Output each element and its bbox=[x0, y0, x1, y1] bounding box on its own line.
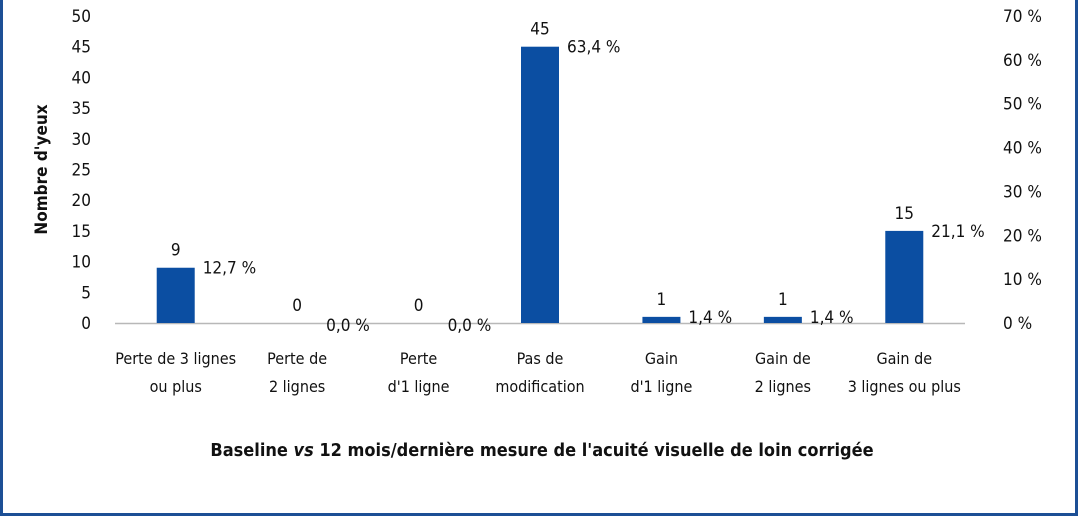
category-label: Gain de bbox=[876, 349, 932, 368]
y2-tick-label: 70 % bbox=[1003, 7, 1042, 27]
x-axis-title-italic: vs bbox=[294, 440, 314, 461]
y-axis-title: Nombre d'yeux bbox=[32, 104, 52, 234]
bar-count-label: 45 bbox=[530, 20, 549, 40]
y-tick-label: 40 bbox=[72, 68, 91, 88]
x-axis-title-pre: Baseline bbox=[210, 440, 293, 461]
y2-tick-label: 10 % bbox=[1003, 270, 1042, 290]
y2-tick-label: 20 % bbox=[1003, 226, 1042, 246]
category-label: Pas de bbox=[517, 349, 564, 368]
bar bbox=[885, 231, 923, 323]
y2-tick-label: 40 % bbox=[1003, 139, 1042, 159]
category-label: Perte de 3 lignes bbox=[115, 349, 236, 368]
category-label: Perte de bbox=[267, 349, 327, 368]
category-label: d'1 ligne bbox=[388, 377, 450, 396]
category-label: 3 lignes ou plus bbox=[848, 377, 961, 396]
y-tick-label: 15 bbox=[72, 222, 91, 242]
bar-percent-label: 21,1 % bbox=[931, 222, 984, 242]
bar bbox=[521, 47, 559, 323]
category-label: modification bbox=[495, 377, 584, 396]
y-tick-label: 0 bbox=[81, 314, 91, 334]
bar-percent-label: 12,7 % bbox=[203, 259, 256, 279]
y-tick-label: 35 bbox=[72, 99, 91, 119]
y-tick-label: 25 bbox=[72, 161, 91, 181]
bar-percent-label: 1,4 % bbox=[688, 308, 732, 328]
bar bbox=[157, 268, 195, 323]
category-label: d'1 ligne bbox=[630, 377, 692, 396]
y2-tick-label: 60 % bbox=[1003, 51, 1042, 71]
bar-percent-label: 63,4 % bbox=[567, 38, 620, 58]
y-tick-label: 20 bbox=[72, 191, 91, 211]
bar-percent-label: 0,0 % bbox=[326, 316, 370, 336]
y2-tick-label: 30 % bbox=[1003, 182, 1042, 202]
bar-count-label: 0 bbox=[292, 296, 302, 316]
category-label: Gain bbox=[645, 349, 678, 368]
bar-count-label: 1 bbox=[778, 290, 788, 310]
bar-count-label: 9 bbox=[171, 241, 181, 261]
bar-count-label: 1 bbox=[657, 290, 667, 310]
category-label: Gain de bbox=[755, 349, 811, 368]
y2-tick-label: 0 % bbox=[1003, 314, 1032, 334]
y2-tick-label: 50 % bbox=[1003, 95, 1042, 115]
y-tick-label: 5 bbox=[81, 283, 91, 303]
category-label: 2 lignes bbox=[755, 377, 811, 396]
bar bbox=[642, 317, 680, 323]
y-tick-label: 30 bbox=[72, 130, 91, 150]
bar-percent-label: 0,0 % bbox=[448, 316, 492, 336]
x-axis-title: Baseline vs 12 mois/dernière mesure de l… bbox=[3, 440, 1078, 461]
bar-count-label: 0 bbox=[414, 296, 424, 316]
y-tick-label: 50 bbox=[72, 7, 91, 27]
y-tick-label: 45 bbox=[72, 38, 91, 58]
bar bbox=[764, 317, 802, 323]
category-label: Perte bbox=[400, 349, 438, 368]
chart-frame: 0 5 10 15 20 25 30 35 40 45 50 0 % 10 % 20 % 30 % 40 % 5… bbox=[0, 0, 1078, 516]
category-label: ou plus bbox=[150, 377, 202, 396]
category-label: 2 lignes bbox=[269, 377, 325, 396]
bar-percent-label: 1,4 % bbox=[810, 308, 854, 328]
y-tick-label: 10 bbox=[72, 253, 91, 273]
bar-count-label: 15 bbox=[895, 204, 914, 224]
x-axis-title-post: 12 mois/dernière mesure de l'acuité visu… bbox=[314, 440, 874, 461]
